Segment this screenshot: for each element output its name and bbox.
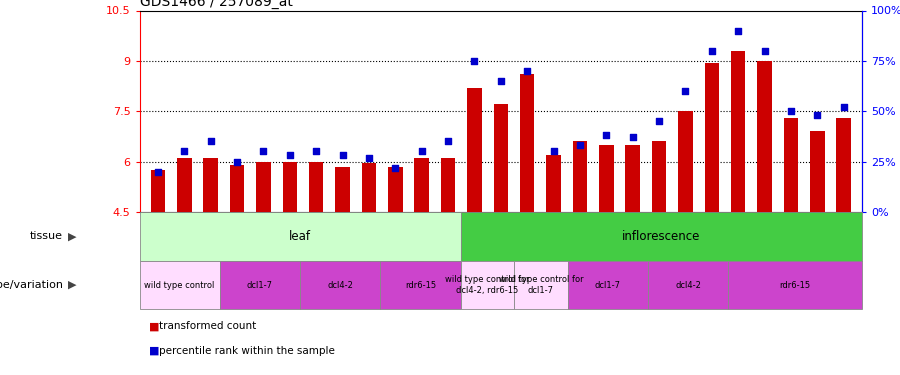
Point: [256, 148, 271, 154]
Point: [572, 142, 587, 148]
Bar: [140, 212, 461, 261]
Text: rdr6-15: rdr6-15: [405, 280, 436, 290]
Bar: [648, 261, 728, 309]
Point: [493, 78, 508, 84]
Text: rdr6-15: rdr6-15: [779, 280, 811, 290]
Bar: [150, 170, 166, 212]
Text: GDS1466 / 257089_at: GDS1466 / 257089_at: [140, 0, 292, 9]
Text: leaf: leaf: [289, 230, 311, 243]
Point: [784, 108, 798, 114]
Bar: [220, 261, 300, 309]
Point: [599, 132, 614, 138]
Bar: [728, 261, 862, 309]
Point: [731, 28, 745, 34]
Point: [705, 48, 719, 54]
Bar: [461, 212, 862, 261]
Bar: [177, 158, 192, 212]
Bar: [388, 166, 402, 212]
Bar: [520, 74, 535, 212]
Bar: [652, 141, 666, 212]
Bar: [336, 166, 350, 212]
Bar: [679, 111, 693, 212]
Bar: [758, 61, 772, 212]
Bar: [784, 118, 798, 212]
Bar: [514, 261, 568, 309]
Point: [177, 148, 192, 154]
Point: [151, 169, 166, 175]
Bar: [626, 145, 640, 212]
Point: [758, 48, 772, 54]
Text: ■: ■: [148, 321, 159, 331]
Point: [362, 154, 376, 160]
Bar: [441, 158, 455, 212]
Point: [652, 118, 666, 124]
Bar: [836, 118, 851, 212]
Text: wild type control for
dcl4-2, rdr6-15: wild type control for dcl4-2, rdr6-15: [446, 275, 530, 295]
Bar: [203, 158, 218, 212]
Bar: [362, 163, 376, 212]
Bar: [493, 105, 508, 212]
Bar: [283, 162, 297, 212]
Point: [309, 148, 323, 154]
Point: [336, 153, 350, 159]
Text: transformed count: transformed count: [159, 321, 256, 331]
Bar: [705, 63, 719, 212]
Bar: [546, 155, 561, 212]
Point: [836, 104, 850, 110]
Text: ■: ■: [148, 346, 159, 355]
Bar: [230, 165, 244, 212]
Bar: [415, 158, 429, 212]
Point: [546, 148, 561, 154]
Bar: [810, 131, 824, 212]
Bar: [461, 261, 514, 309]
Bar: [731, 51, 745, 212]
Bar: [599, 145, 614, 212]
Point: [388, 165, 402, 171]
Point: [810, 112, 824, 118]
Bar: [572, 141, 587, 212]
Point: [467, 58, 482, 64]
Point: [441, 138, 455, 144]
Point: [230, 159, 244, 165]
Bar: [140, 261, 220, 309]
Bar: [381, 261, 461, 309]
Point: [679, 88, 693, 94]
Text: inflorescence: inflorescence: [622, 230, 700, 243]
Text: wild type control: wild type control: [145, 280, 215, 290]
Point: [415, 148, 429, 154]
Text: genotype/variation: genotype/variation: [0, 280, 63, 290]
Bar: [309, 162, 323, 212]
Text: wild type control for
dcl1-7: wild type control for dcl1-7: [499, 275, 583, 295]
Text: tissue: tissue: [30, 231, 63, 241]
Point: [520, 68, 535, 74]
Point: [203, 138, 218, 144]
Bar: [467, 88, 482, 212]
Text: dcl1-7: dcl1-7: [247, 280, 273, 290]
Text: dcl1-7: dcl1-7: [595, 280, 621, 290]
Point: [283, 153, 297, 159]
Text: ▶: ▶: [68, 280, 76, 290]
Point: [626, 134, 640, 140]
Text: dcl4-2: dcl4-2: [675, 280, 701, 290]
Text: dcl4-2: dcl4-2: [328, 280, 353, 290]
Text: percentile rank within the sample: percentile rank within the sample: [159, 346, 335, 355]
Bar: [256, 162, 271, 212]
Bar: [300, 261, 381, 309]
Bar: [568, 261, 648, 309]
Text: ▶: ▶: [68, 231, 76, 241]
